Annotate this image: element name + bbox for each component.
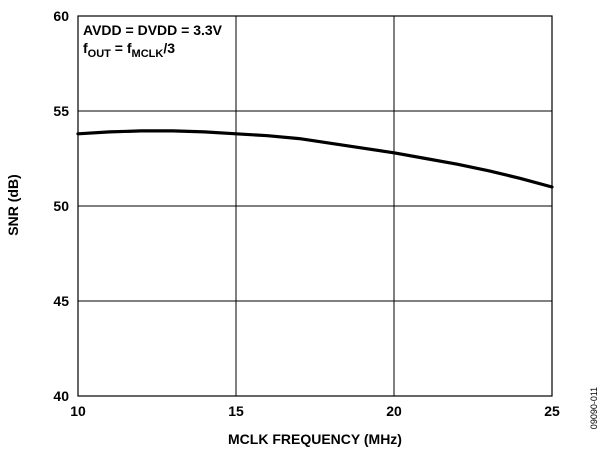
- annotation-line-1: AVDD = DVDD = 3.3V: [83, 22, 223, 38]
- annotation-line-2: fOUT = fMCLK/3: [83, 40, 175, 60]
- y-tick-50: 50: [53, 198, 69, 214]
- x-tick-20: 20: [386, 403, 402, 419]
- y-tick-40: 40: [53, 388, 69, 404]
- x-tick-labels: 10 15 20 25: [70, 403, 560, 419]
- y-tick-labels: 40 45 50 55 60: [53, 8, 69, 404]
- y-tick-45: 45: [53, 293, 69, 309]
- x-tick-25: 25: [544, 403, 560, 419]
- snr-curve-0: [76, 129, 554, 189]
- series-group: [76, 129, 554, 189]
- x-axis-label: MCLK FREQUENCY (MHz): [228, 431, 402, 447]
- x-tick-10: 10: [70, 403, 86, 419]
- annotation-background: [80, 17, 227, 63]
- y-tick-55: 55: [53, 103, 69, 119]
- x-tick-15: 15: [228, 403, 244, 419]
- y-tick-60: 60: [53, 8, 69, 24]
- y-axis-label: SNR (dB): [5, 174, 21, 235]
- figure-id: 09090-011: [589, 387, 599, 429]
- plot-frame: [77, 15, 553, 397]
- grid: [78, 16, 552, 396]
